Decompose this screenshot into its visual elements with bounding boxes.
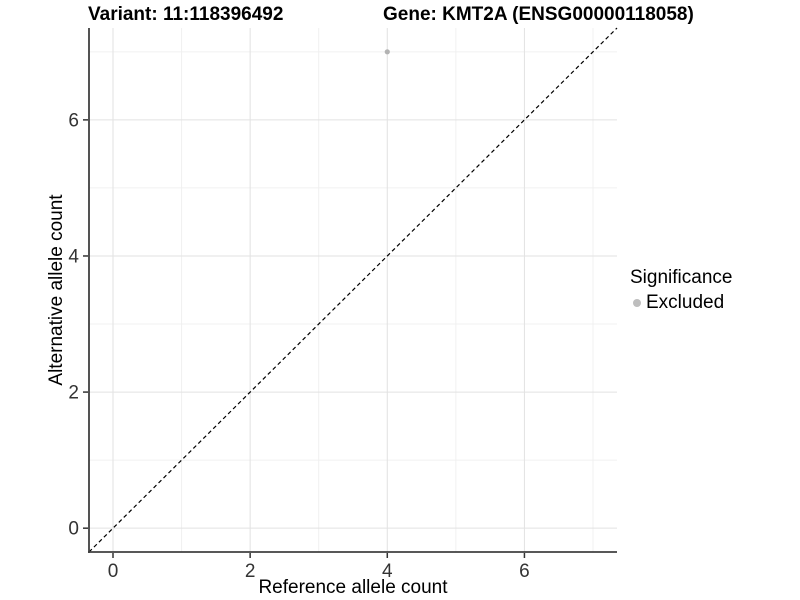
y-tick-label: 0	[68, 519, 79, 540]
legend-entry-excluded: Excluded	[630, 292, 732, 314]
plot-title-gene: Gene: KMT2A (ENSG00000118058)	[383, 4, 694, 25]
legend-title: Significance	[630, 267, 733, 288]
x-tick-label: 6	[519, 561, 530, 582]
legend: Significance Excluded	[630, 267, 732, 314]
y-tick-label: 6	[68, 110, 79, 131]
x-tick-label: 4	[382, 561, 393, 582]
x-tick-label: 0	[108, 561, 119, 582]
x-tick-label: 2	[245, 561, 256, 582]
plot-title-variant: Variant: 11:118396492	[88, 4, 284, 25]
identity-dashed-line	[88, 27, 618, 553]
y-tick-label: 4	[68, 246, 79, 267]
legend-key-dot-icon	[633, 299, 641, 307]
data-point	[384, 49, 390, 55]
x-axis-title: Reference allele count	[258, 577, 448, 598]
y-axis-title: Alternative allele count	[46, 194, 67, 386]
y-tick-label: 2	[68, 383, 79, 404]
legend-entry-label: Excluded	[646, 292, 725, 313]
